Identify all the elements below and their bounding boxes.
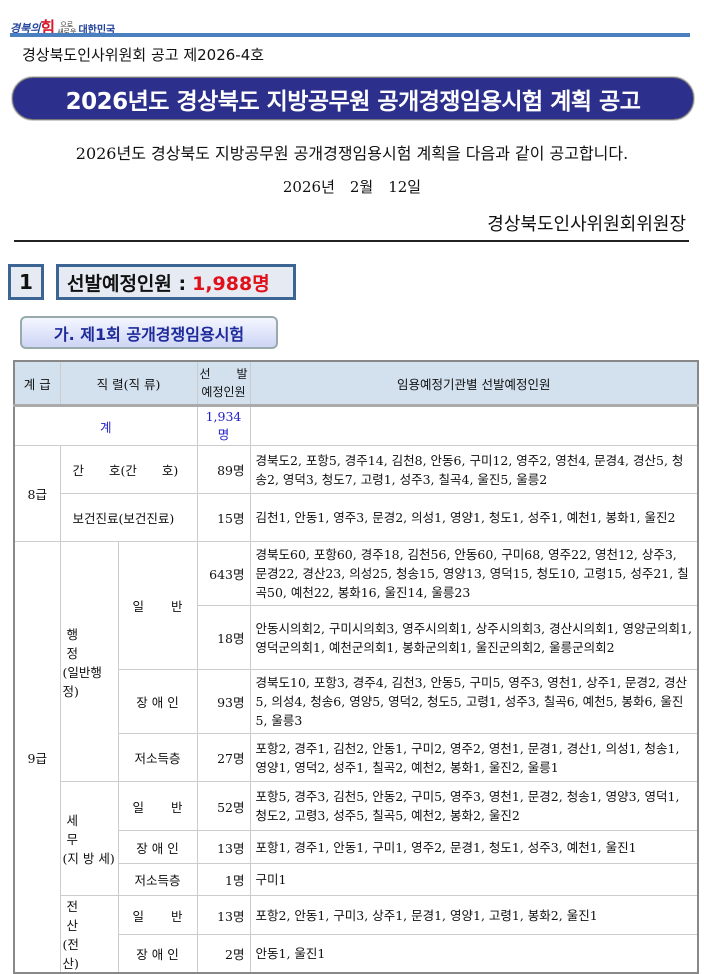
agencies-cell: 안동1, 울진1 — [249, 934, 699, 974]
header-series: 직 렬(직 류) — [59, 360, 198, 407]
intro-text: 2026년도 경상북도 지방공무원 공개경쟁임용시험 계획을 다음과 같이 공고… — [75, 144, 629, 163]
count-cell: 13명 — [196, 894, 251, 936]
subsection-title: 가. 제1회 공개경쟁임용시험 — [20, 316, 278, 349]
count-cell: 13명 — [196, 830, 251, 864]
count-cell: 643명 — [196, 541, 251, 606]
section-number: 1 — [8, 264, 44, 300]
header-count: 선 발 예정인원 — [196, 360, 251, 407]
agencies-cell: 구미1 — [249, 863, 699, 896]
type-cell: 장 애 인 — [117, 934, 198, 974]
table-row: 세 무 (지 방 세) 일 반 52명 포항5, 경주3, 김천5, 안동2, 구… — [14, 781, 699, 896]
header-divider — [10, 33, 690, 37]
agencies-cell: 포항2, 경주1, 김천2, 안동1, 구미2, 영주2, 영천1, 문경1, … — [249, 733, 699, 782]
type-cell: 일 반 — [117, 541, 198, 670]
agencies-cell: 포항5, 경주3, 김천5, 안동2, 구미5, 영주3, 영천1, 문경2, … — [249, 781, 699, 831]
grade-cell: 8급 — [13, 445, 61, 542]
section-title: 선발예정인원 : 1,988명 — [56, 264, 296, 300]
total-label: 계 — [13, 405, 198, 446]
series-cell: 전 산 (전 산) — [59, 895, 119, 974]
series-cell: 간 호(간 호) — [59, 445, 198, 494]
agencies-cell: 안동시의회2, 구미시의회3, 영주시의회1, 상주시의회3, 경산시의회1, … — [249, 605, 699, 670]
signer: 경상북도인사위원회위원장 — [487, 214, 686, 235]
logo-text: 으로 새로운 — [57, 21, 77, 36]
series-cell: 행 정 (일반행정) — [59, 541, 119, 782]
table-row-total: 계 1,934명 — [13, 405, 699, 446]
table-row: 장 애 인 2명 안동1, 울진1 — [14, 934, 699, 974]
section-label: 선발예정인원 : — [67, 272, 187, 295]
table-row: 9급 행 정 (일반행정) 일 반 643명 경북도60, 포항60, 경주18,… — [13, 541, 699, 974]
notice-date: 2026년 2월 12일 — [282, 178, 422, 196]
table-row: 저소득층 27명 포항2, 경주1, 김천2, 안동1, 구미2, 영주2, 영… — [14, 733, 699, 782]
table-row: 장 애 인 13명 포항1, 경주1, 안동1, 구미1, 영주2, 문경1, … — [14, 830, 699, 864]
logo-text: 경북의 — [10, 22, 41, 35]
count-cell: 89명 — [196, 445, 251, 494]
count-cell: 27명 — [196, 733, 251, 782]
section-total: 1,988명 — [192, 272, 270, 295]
notice-number: 경상북도인사위원회 공고 제2026-4호 — [22, 46, 265, 64]
agencies-cell: 포항2, 안동1, 구미3, 상주1, 문경1, 영양1, 고령1, 봉화2, … — [249, 894, 699, 936]
table-row: 저소득층 1명 구미1 — [14, 863, 699, 896]
table-header-row: 계 급 직 렬(직 류) 선 발 예정인원 임용예정기관별 선발예정인원 — [13, 360, 699, 407]
agencies-cell: 경북도10, 포항3, 경주4, 김천3, 안동5, 구미5, 영주3, 영천1… — [249, 669, 699, 734]
table-row: 전 산 (전 산) 일 반 13명 포항2, 안동1, 구미3, 상주1, 문경1… — [14, 894, 699, 974]
table-row: 보건진료(보건진료) 15명 김천1, 안동1, 영주3, 문경2, 의성1, … — [14, 493, 699, 542]
divider — [14, 240, 689, 242]
count-cell: 2명 — [196, 934, 251, 974]
series-cell: 세 무 (지 방 세) — [59, 781, 119, 896]
type-cell: 저소득층 — [117, 863, 198, 896]
grade-cell: 9급 — [13, 541, 61, 974]
series-cell: 보건진료(보건진료) — [59, 493, 198, 542]
header-grade: 계 급 — [13, 360, 61, 407]
agencies-cell: 포항1, 경주1, 안동1, 구미1, 영주2, 문경1, 청도1, 성주3, … — [249, 830, 699, 864]
page-title: 2026년도 경상북도 지방공무원 공개경쟁임용시험 계획 공고 — [12, 77, 694, 120]
table-row: 8급 간 호(간 호) 89명 경북도2, 포항5, 경주14, 김천8, 안동… — [13, 445, 699, 542]
type-cell: 일 반 — [117, 781, 198, 831]
count-cell: 1명 — [196, 863, 251, 896]
agencies-cell: 경북도60, 포항60, 경주18, 김천56, 안동60, 구미68, 영주2… — [249, 541, 699, 606]
total-count: 1,934명 — [196, 405, 251, 446]
logo-text: 힘 — [40, 18, 56, 37]
agencies-cell: 경북도2, 포항5, 경주14, 김천8, 안동6, 구미12, 영주2, 영천… — [249, 445, 699, 494]
agencies-cell: 김천1, 안동1, 영주3, 문경2, 의성1, 영양1, 청도1, 성주1, … — [249, 493, 699, 542]
type-cell: 일 반 — [117, 894, 198, 936]
logo: 경북의 힘 으로 새로운 대한민국 — [10, 12, 116, 37]
type-cell: 장 애 인 — [117, 830, 198, 864]
count-cell: 15명 — [196, 493, 251, 542]
count-cell: 93명 — [196, 669, 251, 734]
count-cell: 18명 — [196, 605, 251, 670]
table-row: 장 애 인 93명 경북도10, 포항3, 경주4, 김천3, 안동5, 구미5… — [14, 669, 699, 734]
type-cell: 저소득층 — [117, 733, 198, 782]
header-agencies: 임용예정기관별 선발예정인원 — [249, 360, 699, 407]
logo-text: 대한민국 — [78, 25, 116, 36]
type-cell: 장 애 인 — [117, 669, 198, 734]
count-cell: 52명 — [196, 781, 251, 831]
recruitment-table: 계 급 직 렬(직 류) 선 발 예정인원 임용예정기관별 선발예정인원 계 1,… — [13, 360, 699, 974]
